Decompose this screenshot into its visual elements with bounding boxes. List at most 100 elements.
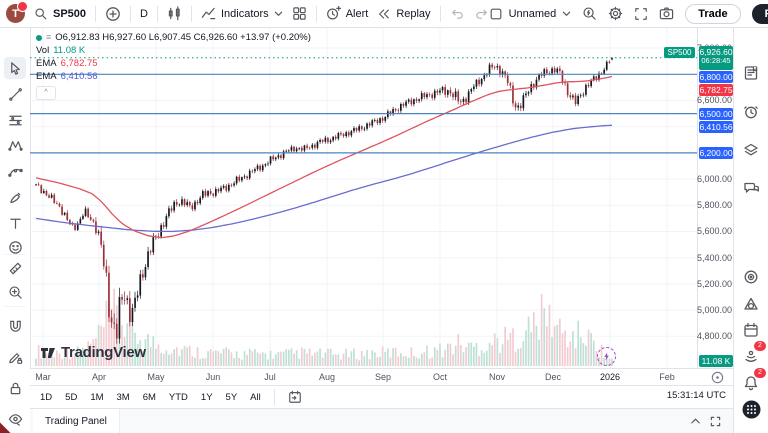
range-button-6m[interactable]: 6M — [142, 391, 156, 403]
symbol-price-tag: SP500 — [664, 46, 695, 58]
watchlist-icon[interactable] — [740, 62, 762, 84]
range-button-5d[interactable]: 5D — [65, 391, 78, 403]
ema-slow-line[interactable] — [35, 124, 613, 233]
tool-forecast[interactable] — [4, 160, 26, 182]
apps-menu-icon[interactable] — [740, 398, 762, 420]
chat-icon[interactable] — [740, 177, 762, 199]
ideas-icon[interactable] — [740, 266, 762, 288]
alerts-clock-icon[interactable] — [740, 101, 762, 123]
tradingview-watermark: TradingView — [40, 344, 146, 361]
hline-price-label: 6,800.00 — [699, 70, 733, 83]
range-button-1m[interactable]: 1M — [90, 391, 104, 403]
date-range-toolbar: 1D 5D 1M 3M 6M YTD 1Y 5Y All — [30, 385, 733, 408]
drawing-toolbar — [0, 28, 31, 433]
go-to-date-icon[interactable] — [288, 390, 302, 404]
alert-button[interactable]: Alert — [326, 6, 369, 21]
minds-icon[interactable] — [740, 293, 762, 315]
range-button-1d[interactable]: 1D — [40, 391, 53, 403]
time-axis-label: Feb — [659, 372, 675, 382]
ema-slow-value: 6,410.56 — [60, 71, 98, 82]
legend-main-row[interactable]: ≡ O6,912.83 H6,927.60 L6,907.45 C6,926.6… — [36, 31, 311, 44]
time-axis-label: Aug — [318, 372, 336, 382]
time-axis[interactable]: Mar Apr May Jun Jul Aug Sep Oct Nov Dec 2026 Feb — [30, 368, 733, 386]
session-clock[interactable]: 15:31:14 UTC — [666, 390, 726, 401]
search-icon — [35, 7, 47, 19]
quick-search-icon[interactable] — [582, 6, 597, 21]
price-tick: 5,000.00 — [696, 305, 732, 316]
volume-bars-up — [35, 308, 613, 366]
volume-value: 11.08 K — [53, 45, 86, 56]
tool-lock-all[interactable] — [4, 377, 26, 399]
alert-label: Alert — [345, 7, 369, 20]
chart-style-icon[interactable] — [167, 6, 182, 21]
time-axis-label: Jun — [205, 372, 221, 382]
range-button-ytd[interactable]: YTD — [168, 391, 188, 403]
alert-clock-icon — [326, 6, 341, 20]
publish-button[interactable]: Publish — [751, 3, 768, 24]
trading-panel-tab[interactable]: Trading Panel — [33, 409, 120, 433]
legend-volume-row[interactable]: Vol 11.08 K — [36, 44, 311, 57]
tool-edit-lock[interactable] — [4, 346, 26, 368]
legend-menu-icon[interactable]: ≡ — [46, 32, 52, 42]
price-tick: 5,200.00 — [696, 278, 732, 289]
indicators-button[interactable]: Indicators — [201, 6, 283, 21]
range-button-5y[interactable]: 5Y — [225, 391, 238, 403]
notifications-bell-icon[interactable]: 2 — [740, 368, 766, 394]
tool-magnet[interactable] — [4, 315, 26, 337]
ema-slow-price-label: 6,410.56 — [699, 120, 733, 133]
legend-ema-fast-row[interactable]: EMA 6,782.75 — [36, 57, 311, 70]
realtime-data-icon[interactable] — [597, 347, 616, 366]
panel-maximize-icon[interactable] — [710, 416, 721, 427]
ema-fast-line[interactable] — [35, 75, 613, 239]
right-sidebar: 2 2 — [733, 28, 768, 433]
compare-add-icon[interactable] — [105, 6, 121, 22]
time-axis-label: 2026 — [599, 372, 621, 382]
streams-icon[interactable]: 2 — [740, 341, 766, 367]
user-avatar[interactable]: T — [6, 1, 28, 23]
trade-button[interactable]: Trade — [685, 3, 741, 24]
tool-xabcd-pattern[interactable] — [4, 134, 26, 156]
streams-badge: 2 — [754, 341, 766, 351]
object-tree-icon[interactable] — [740, 139, 762, 161]
tool-fib-retracement[interactable] — [4, 109, 26, 131]
volume-label: Vol — [36, 45, 50, 56]
settings-gear-icon[interactable] — [608, 6, 623, 21]
tool-brush[interactable] — [4, 186, 26, 208]
replay-label: Replay — [396, 7, 431, 20]
scale-reset-icon[interactable] — [710, 370, 725, 385]
separator — [130, 5, 132, 22]
tool-cursor[interactable] — [4, 57, 26, 79]
interval-button[interactable]: D — [140, 7, 148, 20]
hline-price-label: 6,200.00 — [699, 146, 733, 159]
chart-plot-area[interactable] — [30, 28, 697, 368]
legend-collapse-button[interactable]: ^ — [36, 86, 56, 100]
redo-icon[interactable] — [474, 6, 489, 21]
symbol-search-button[interactable]: SP500 — [34, 7, 86, 21]
tool-zoom-in[interactable] — [4, 281, 26, 303]
tool-ruler[interactable] — [4, 257, 26, 279]
fullscreen-icon[interactable] — [634, 7, 648, 21]
range-button-1y[interactable]: 1Y — [200, 391, 213, 403]
undo-icon[interactable] — [450, 6, 465, 21]
watermark-text: TradingView — [61, 344, 146, 361]
tool-emoji[interactable] — [4, 236, 26, 258]
range-button-all[interactable]: All — [250, 391, 261, 403]
layout-menu-button[interactable]: Unnamed — [489, 7, 572, 21]
calendar-icon[interactable] — [740, 319, 762, 341]
tool-hide-drawings[interactable] — [4, 408, 26, 430]
volume-axis-label: 11.08 K — [699, 355, 733, 367]
price-axis[interactable]: 7,000.006,600.006,000.005,800.005,600.00… — [697, 28, 734, 368]
camera-snapshot-icon[interactable] — [659, 6, 674, 21]
tool-trend-line[interactable] — [4, 83, 26, 105]
layout-grid-icon[interactable] — [292, 6, 307, 21]
tool-text[interactable] — [4, 212, 26, 234]
panel-expand-up-icon[interactable] — [690, 416, 701, 427]
legend-ema-slow-row[interactable]: EMA 6,410.56 — [36, 70, 311, 83]
time-axis-label: Apr — [91, 372, 107, 382]
time-axis-label: Mar — [35, 372, 51, 382]
replay-button[interactable]: Replay — [377, 7, 431, 21]
ohlc-values: O6,912.83 H6,927.60 L6,907.45 C6,926.60 … — [55, 32, 311, 43]
separator — [95, 5, 97, 22]
range-button-3m[interactable]: 3M — [116, 391, 130, 403]
price-tick: 5,400.00 — [696, 252, 732, 263]
